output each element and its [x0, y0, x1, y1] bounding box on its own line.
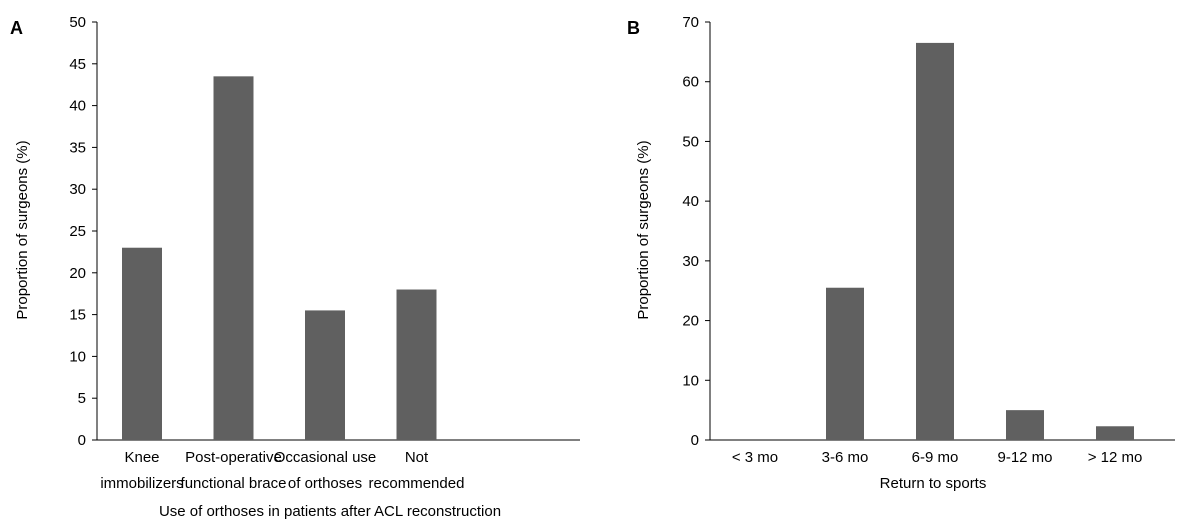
panel-a-y-tick-label: 5	[78, 390, 86, 407]
panel-b-x-tick-label: 3-6 mo	[822, 449, 869, 466]
panel-b-x-ticks: < 3 mo 3-6 mo 6-9 mo 9-12 mo > 12 mo	[732, 449, 1142, 466]
panel-a-bar-chart: A Proportion of surgeons (%) Use of orth…	[10, 14, 580, 520]
panel-a-bar	[213, 76, 254, 440]
panel-b-y-tick-label: 10	[682, 372, 699, 389]
panel-a-x-tick-label: functional brace	[181, 475, 287, 492]
panel-a-y-ticks: 0 5 10 15 20 25 30 35 40 45 50	[69, 14, 97, 449]
panel-b-y-tick-label: 40	[682, 193, 699, 210]
panel-b-x-tick-label: < 3 mo	[732, 449, 778, 466]
panel-a-x-tick-label: Occasional use	[274, 449, 377, 466]
panel-b-x-tick-label: 9-12 mo	[997, 449, 1052, 466]
panel-b-bar	[916, 42, 954, 441]
panel-a-x-tick-label: recommended	[369, 475, 465, 492]
panel-a-y-tick-label: 30	[69, 181, 86, 198]
panel-a-y-tick-label: 50	[69, 14, 86, 31]
panel-a-bar	[122, 247, 162, 440]
panel-a-y-tick-label: 0	[78, 432, 86, 449]
panel-b-y-tick-label: 50	[682, 133, 699, 150]
panel-b-y-tick-label: 0	[691, 432, 699, 449]
panel-b-letter: B	[627, 18, 640, 38]
panel-b-y-axis-title: Proportion of surgeons (%)	[635, 140, 652, 319]
panel-a-letter: A	[10, 18, 23, 38]
panel-a-x-tick-label: immobilizers	[100, 475, 183, 492]
panel-b-bar	[826, 287, 864, 440]
panel-b-x-tick-label: 6-9 mo	[912, 449, 959, 466]
panel-a-x-tick-label: Not	[405, 449, 429, 466]
panel-a-bar	[305, 310, 345, 440]
panel-a-bar	[396, 289, 437, 440]
panel-a-y-tick-label: 35	[69, 139, 86, 156]
panel-a-bars	[122, 76, 437, 440]
panel-a-y-tick-label: 40	[69, 98, 86, 115]
panel-b-y-tick-label: 30	[682, 253, 699, 270]
panel-a-x-tick-label: Post-operative	[185, 449, 282, 466]
panel-b-bar-chart: B Proportion of surgeons (%) Return to s…	[627, 14, 1175, 492]
panel-b-y-tick-label: 20	[682, 313, 699, 330]
panel-b-bar	[1006, 410, 1044, 440]
panel-b-y-tick-label: 70	[682, 14, 699, 31]
panel-a-x-tick-label: of orthoses	[288, 475, 362, 492]
panel-a-y-tick-label: 10	[69, 348, 86, 365]
panel-a-x-tick-label: Knee	[124, 449, 159, 466]
panel-a-y-tick-label: 15	[69, 307, 86, 324]
panel-b-y-ticks: 0 10 20 30 40 50 60 70	[682, 14, 710, 449]
panel-b-x-axis-title: Return to sports	[880, 475, 987, 492]
panel-a-y-tick-label: 20	[69, 265, 86, 282]
panel-a-y-tick-label: 25	[69, 223, 86, 240]
panel-a-y-tick-label: 45	[69, 56, 86, 73]
panel-b-x-tick-label: > 12 mo	[1088, 449, 1143, 466]
panel-a-x-axis-title: Use of orthoses in patients after ACL re…	[159, 503, 501, 520]
panel-b-bar	[1096, 426, 1134, 440]
panel-a-y-axis-title: Proportion of surgeons (%)	[14, 140, 31, 319]
panel-b-y-tick-label: 60	[682, 74, 699, 91]
panel-b-bars	[826, 42, 1134, 441]
